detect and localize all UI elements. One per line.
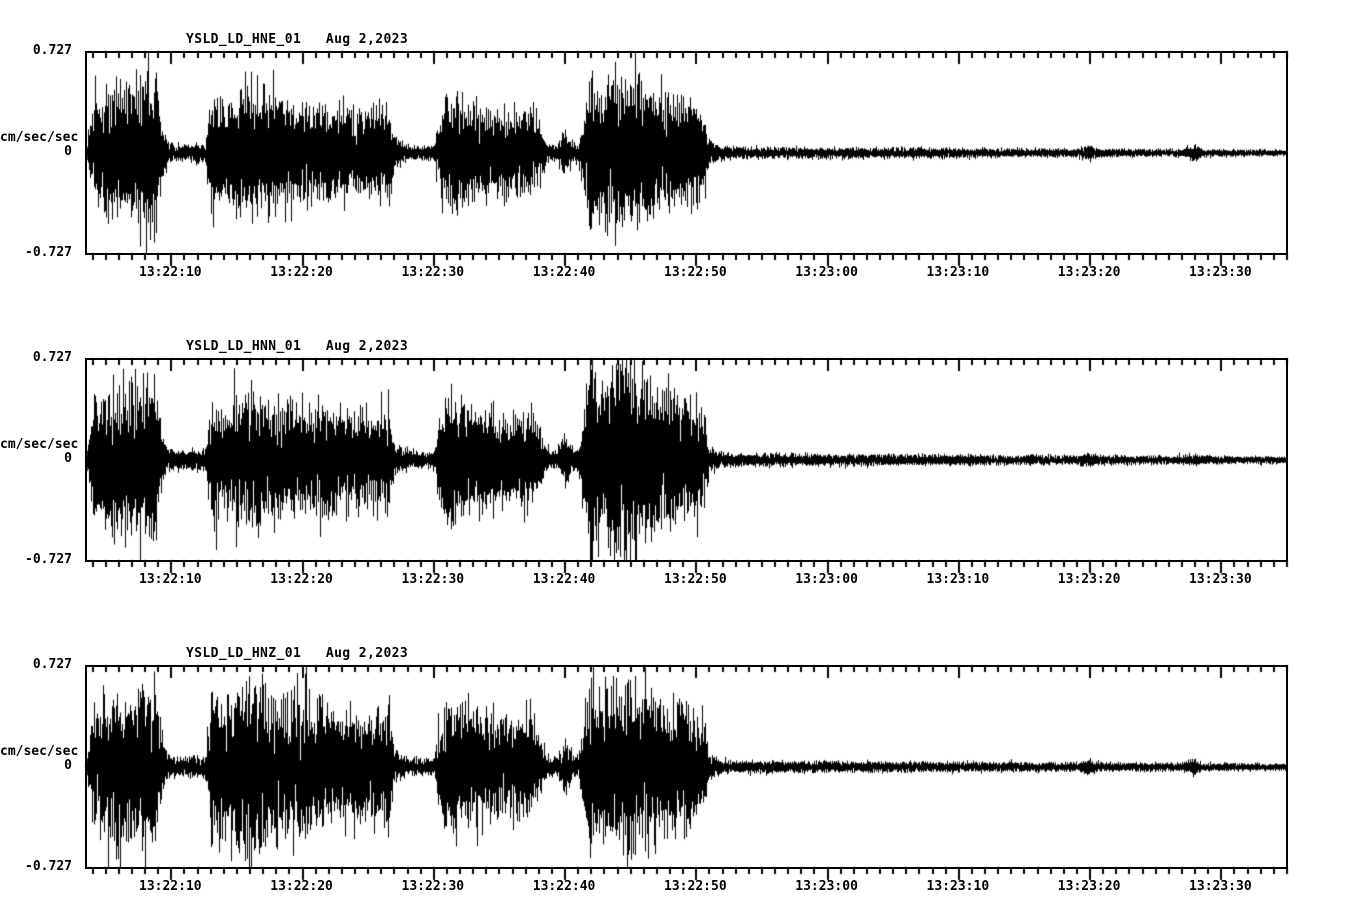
x-tick-label: 13:23:10 — [926, 265, 990, 280]
x-tick-label: 13:23:20 — [1057, 265, 1121, 280]
x-tick-label: 13:22:40 — [532, 879, 596, 894]
y-tick-label-max: 0.727 — [32, 350, 72, 365]
x-tick-label: 13:23:30 — [1189, 879, 1252, 894]
x-tick-label: 13:23:00 — [795, 879, 858, 894]
panel-title: YSLD_LD_HNZ_01 Aug 2,2023 — [186, 646, 409, 661]
x-tick-label: 13:22:40 — [532, 572, 596, 587]
panel-title: YSLD_LD_HNN_01 Aug 2,2023 — [186, 339, 409, 354]
x-tick-label: 13:23:10 — [926, 572, 990, 587]
x-tick-label: 13:23:00 — [795, 572, 858, 587]
x-tick-label: 13:22:30 — [401, 572, 465, 587]
x-tick-label: 13:22:20 — [270, 879, 333, 894]
x-tick-label: 13:22:30 — [401, 879, 465, 894]
y-axis-unit-label: cm/sec/sec — [0, 130, 79, 145]
x-tick-label: 13:22:10 — [139, 572, 202, 587]
x-tick-label: 13:23:30 — [1189, 265, 1252, 280]
y-tick-label-zero: 0 — [64, 758, 72, 773]
waveform-trace — [86, 359, 1287, 561]
x-tick-label: 13:23:20 — [1057, 879, 1121, 894]
waveform-trace — [86, 666, 1287, 868]
y-tick-label-zero: 0 — [64, 144, 72, 159]
waveform-trace — [86, 52, 1287, 254]
x-tick-label: 13:22:20 — [270, 265, 333, 280]
x-tick-label: 13:23:20 — [1057, 572, 1121, 587]
y-axis-unit-label: cm/sec/sec — [0, 744, 79, 759]
y-tick-label-max: 0.727 — [32, 657, 72, 672]
x-tick-label: 13:23:00 — [795, 265, 858, 280]
x-tick-label: 13:22:40 — [532, 265, 596, 280]
y-tick-label-min: -0.727 — [25, 245, 72, 260]
x-tick-label: 13:23:30 — [1189, 572, 1252, 587]
panel-title: YSLD_LD_HNE_01 Aug 2,2023 — [186, 32, 409, 47]
y-tick-label-zero: 0 — [64, 451, 72, 466]
x-tick-label: 13:22:20 — [270, 572, 333, 587]
x-tick-label: 13:23:10 — [926, 879, 990, 894]
x-tick-label: 13:22:50 — [664, 879, 727, 894]
x-tick-label: 13:22:50 — [664, 572, 727, 587]
y-axis-unit-label: cm/sec/sec — [0, 437, 79, 452]
x-tick-label: 13:22:30 — [401, 265, 465, 280]
x-tick-label: 13:22:50 — [664, 265, 727, 280]
x-tick-label: 13:22:10 — [139, 879, 202, 894]
y-tick-label-max: 0.727 — [32, 43, 72, 58]
y-tick-label-min: -0.727 — [25, 552, 72, 567]
x-tick-label: 13:22:10 — [139, 265, 202, 280]
y-tick-label-min: -0.727 — [25, 859, 72, 874]
